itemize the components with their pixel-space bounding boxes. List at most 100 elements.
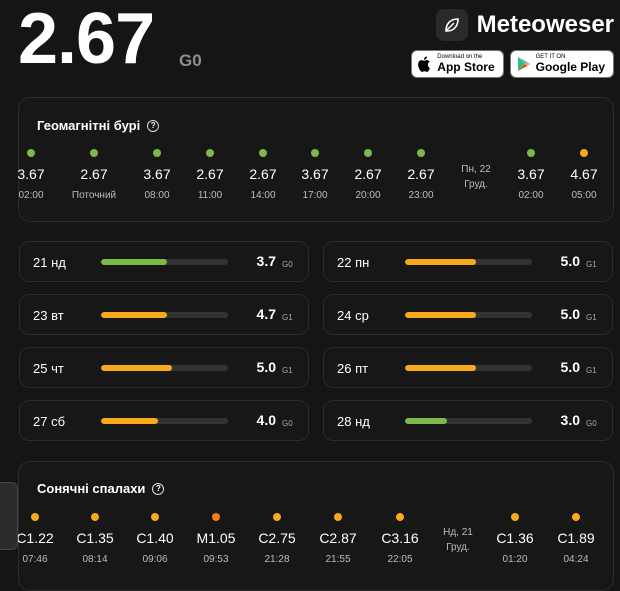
forecast-g-scale: G0 bbox=[282, 419, 293, 428]
flare-value: C2.87 bbox=[319, 530, 357, 546]
geo-column: 2.67 23:00 bbox=[393, 149, 449, 201]
forecast-kp-value: 4.0 bbox=[256, 412, 276, 428]
geo-value: 3.67 bbox=[143, 166, 171, 182]
geo-value: 4.67 bbox=[570, 166, 598, 182]
google-play-button[interactable]: GET IT ON Google Play bbox=[509, 50, 614, 78]
forecast-day-card[interactable]: 26 пт 5.0 G1 bbox=[323, 347, 613, 388]
geo-column: 3.67 08:00 bbox=[129, 149, 185, 201]
geo-column: 2.67 14:00 bbox=[235, 149, 291, 201]
forecast-level-bar bbox=[101, 259, 228, 265]
forecast-level-bar bbox=[101, 418, 228, 424]
forecast-day-card[interactable]: 23 вт 4.7 G1 bbox=[19, 294, 309, 335]
forecast-day-label: 22 пн bbox=[337, 255, 370, 270]
flare-value: C2.75 bbox=[258, 530, 296, 546]
forecast-day-label: 27 сб bbox=[33, 414, 66, 429]
flare-time: 09:06 bbox=[142, 554, 168, 565]
flare-time: 07:46 bbox=[22, 554, 48, 565]
geo-column: 2.67 Поточний bbox=[66, 149, 122, 201]
geo-column: 3.67 02:00 bbox=[503, 149, 559, 201]
geo-value: 3.67 bbox=[17, 166, 45, 182]
forecast-level-bar bbox=[101, 312, 228, 318]
flare-value: C1.40 bbox=[136, 530, 174, 546]
forecast-level-fill bbox=[405, 418, 447, 424]
app-store-button[interactable]: Download on the App Store bbox=[411, 50, 504, 78]
forecast-level-fill bbox=[405, 259, 477, 265]
flares-section-title: Сонячні спалахи ? bbox=[37, 481, 165, 496]
geo-column: 2.67 11:00 bbox=[182, 149, 238, 201]
flare-value: C1.89 bbox=[557, 530, 595, 546]
level-dot bbox=[90, 149, 98, 157]
forecast-level-fill bbox=[405, 365, 477, 371]
forecast-day-card[interactable]: 22 пн 5.0 G1 bbox=[323, 241, 613, 282]
geo-value: 2.67 bbox=[354, 166, 382, 182]
geomagnetic-section-title: Геомагнітні бурі ? bbox=[37, 118, 160, 133]
level-dot bbox=[572, 513, 580, 521]
forecast-level-fill bbox=[101, 418, 159, 424]
level-dot bbox=[527, 149, 535, 157]
flare-time: 08:14 bbox=[82, 554, 108, 565]
forecast-kp-value: 3.0 bbox=[560, 412, 580, 428]
level-dot bbox=[311, 149, 319, 157]
geo-value: 2.67 bbox=[196, 166, 224, 182]
forecast-kp-value: 5.0 bbox=[560, 306, 580, 322]
side-panel-tab[interactable] bbox=[0, 482, 18, 550]
brand-name: Meteoweser bbox=[476, 11, 614, 38]
flare-value: C1.35 bbox=[76, 530, 114, 546]
forecast-day-card[interactable]: 28 нд 3.0 G0 bbox=[323, 400, 613, 441]
flare-column: C2.75 21:28 bbox=[249, 513, 305, 565]
forecast-g-scale: G0 bbox=[282, 260, 293, 269]
forecast-level-bar bbox=[405, 365, 532, 371]
flare-value: M1.05 bbox=[196, 530, 236, 546]
geo-time: 23:00 bbox=[408, 190, 434, 201]
solar-flares-card: Сонячні спалахи ? bbox=[18, 461, 614, 591]
forecast-g-scale: G1 bbox=[282, 313, 293, 322]
flare-column: C1.22 07:46 bbox=[7, 513, 63, 565]
geo-time: 17:00 bbox=[302, 190, 328, 201]
forecast-day-label: 26 пт bbox=[337, 361, 369, 376]
forecast-day-card[interactable]: 25 чт 5.0 G1 bbox=[19, 347, 309, 388]
geo-column: 4.67 05:00 bbox=[556, 149, 612, 201]
forecast-day-label: 25 чт bbox=[33, 361, 64, 376]
forecast-level-bar bbox=[405, 418, 532, 424]
forecast-level-fill bbox=[101, 365, 173, 371]
geo-time: 05:00 bbox=[571, 190, 597, 201]
forecast-day-label: 23 вт bbox=[33, 308, 64, 323]
day-separator: Пн, 22 Груд. bbox=[461, 164, 491, 190]
forecast-day-card[interactable]: 21 нд 3.7 G0 bbox=[19, 241, 309, 282]
forecast-kp-value: 5.0 bbox=[560, 253, 580, 269]
forecast-level-bar bbox=[405, 259, 532, 265]
help-icon[interactable]: ? bbox=[152, 482, 165, 495]
geo-time: Поточний bbox=[71, 190, 117, 201]
store-badges: Download on the App Store GET IT ON Goog… bbox=[405, 50, 614, 78]
level-dot bbox=[153, 149, 161, 157]
flare-column: M1.05 09:53 bbox=[188, 513, 244, 565]
flare-time: 01:20 bbox=[502, 554, 528, 565]
geo-time: 08:00 bbox=[144, 190, 170, 201]
level-dot bbox=[31, 513, 39, 521]
kp-hero: 2.67 bbox=[18, 0, 155, 82]
forecast-day-label: 21 нд bbox=[33, 255, 66, 270]
forecast-kp-value: 5.0 bbox=[256, 359, 276, 375]
level-dot bbox=[151, 513, 159, 521]
flare-column: C1.40 09:06 bbox=[127, 513, 183, 565]
forecast-level-fill bbox=[101, 312, 168, 318]
geo-value: 2.67 bbox=[407, 166, 435, 182]
geo-column: 3.67 02:00 bbox=[3, 149, 59, 201]
level-dot bbox=[273, 513, 281, 521]
flare-column: C1.36 01:20 bbox=[487, 513, 543, 565]
forecast-day-card[interactable]: 27 сб 4.0 G0 bbox=[19, 400, 309, 441]
flare-value: C1.36 bbox=[496, 530, 534, 546]
flare-value: C1.22 bbox=[16, 530, 54, 546]
flare-time: 21:55 bbox=[325, 554, 351, 565]
forecast-day-card[interactable]: 24 ср 5.0 G1 bbox=[323, 294, 613, 335]
flare-time: 09:53 bbox=[203, 554, 229, 565]
geomagnetic-storms-card: Геомагнітні бурі ? bbox=[18, 97, 614, 222]
flare-column: C2.87 21:55 bbox=[310, 513, 366, 565]
brand[interactable]: Meteoweser bbox=[435, 9, 614, 41]
forecast-level-fill bbox=[405, 312, 477, 318]
help-icon[interactable]: ? bbox=[147, 119, 160, 132]
forecast-level-bar bbox=[101, 365, 228, 371]
forecast-g-scale: G1 bbox=[586, 260, 597, 269]
geo-value: 3.67 bbox=[517, 166, 545, 182]
geo-column: 2.67 20:00 bbox=[340, 149, 396, 201]
